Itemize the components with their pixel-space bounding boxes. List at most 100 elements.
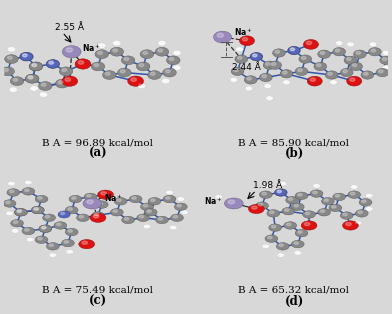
Circle shape bbox=[271, 62, 276, 65]
Text: 2.55 Å: 2.55 Å bbox=[55, 23, 84, 32]
Circle shape bbox=[13, 78, 18, 81]
Circle shape bbox=[140, 50, 154, 59]
Circle shape bbox=[10, 77, 24, 85]
Circle shape bbox=[20, 52, 33, 61]
Text: (b): (b) bbox=[284, 147, 304, 160]
Text: (c): (c) bbox=[89, 295, 107, 308]
Circle shape bbox=[304, 222, 310, 226]
Circle shape bbox=[95, 201, 108, 208]
Circle shape bbox=[25, 189, 29, 192]
Circle shape bbox=[155, 47, 169, 56]
Circle shape bbox=[247, 87, 249, 89]
Circle shape bbox=[158, 41, 166, 46]
Circle shape bbox=[355, 210, 368, 217]
Circle shape bbox=[348, 43, 351, 45]
Circle shape bbox=[25, 74, 39, 83]
Circle shape bbox=[352, 186, 355, 187]
Circle shape bbox=[253, 54, 257, 57]
Circle shape bbox=[2, 72, 4, 74]
Circle shape bbox=[182, 211, 185, 212]
Circle shape bbox=[383, 51, 390, 56]
Circle shape bbox=[167, 191, 170, 192]
Circle shape bbox=[310, 190, 323, 197]
Circle shape bbox=[38, 82, 52, 90]
Circle shape bbox=[147, 210, 151, 213]
Circle shape bbox=[111, 208, 123, 216]
Circle shape bbox=[305, 212, 310, 215]
Circle shape bbox=[214, 31, 232, 43]
Circle shape bbox=[262, 184, 270, 188]
Circle shape bbox=[79, 215, 83, 218]
Circle shape bbox=[8, 181, 15, 186]
Circle shape bbox=[34, 208, 38, 210]
Circle shape bbox=[244, 76, 257, 84]
Circle shape bbox=[371, 49, 376, 52]
Circle shape bbox=[238, 57, 242, 59]
Circle shape bbox=[362, 200, 366, 203]
Circle shape bbox=[28, 76, 33, 79]
Circle shape bbox=[76, 214, 89, 221]
Circle shape bbox=[25, 229, 29, 231]
Circle shape bbox=[173, 65, 181, 70]
Circle shape bbox=[131, 78, 136, 81]
Circle shape bbox=[310, 78, 316, 81]
Circle shape bbox=[98, 202, 102, 205]
Circle shape bbox=[98, 43, 106, 48]
Circle shape bbox=[23, 54, 27, 57]
Circle shape bbox=[13, 230, 16, 231]
Circle shape bbox=[56, 223, 61, 226]
Circle shape bbox=[41, 83, 46, 86]
Circle shape bbox=[4, 68, 8, 72]
Circle shape bbox=[105, 72, 110, 75]
Circle shape bbox=[28, 238, 31, 240]
Circle shape bbox=[280, 182, 283, 184]
Circle shape bbox=[260, 191, 272, 198]
Circle shape bbox=[348, 191, 361, 198]
Circle shape bbox=[269, 224, 281, 231]
Circle shape bbox=[22, 54, 27, 57]
Circle shape bbox=[143, 204, 147, 207]
Circle shape bbox=[303, 40, 318, 49]
Circle shape bbox=[266, 62, 270, 65]
Circle shape bbox=[173, 215, 178, 218]
Circle shape bbox=[160, 41, 162, 43]
Circle shape bbox=[93, 215, 99, 218]
Circle shape bbox=[65, 78, 71, 81]
Circle shape bbox=[279, 244, 283, 246]
Circle shape bbox=[314, 62, 327, 71]
Circle shape bbox=[240, 36, 254, 46]
Circle shape bbox=[336, 41, 343, 46]
Circle shape bbox=[337, 41, 339, 43]
Circle shape bbox=[361, 71, 374, 79]
Circle shape bbox=[301, 221, 317, 230]
Circle shape bbox=[122, 216, 134, 224]
Circle shape bbox=[380, 56, 392, 64]
Text: B A = 96.89 kcal/mol: B A = 96.89 kcal/mol bbox=[42, 138, 154, 147]
Circle shape bbox=[58, 211, 70, 218]
Circle shape bbox=[295, 192, 308, 199]
Circle shape bbox=[103, 71, 116, 79]
Circle shape bbox=[122, 56, 135, 65]
Circle shape bbox=[384, 66, 387, 68]
Circle shape bbox=[28, 76, 33, 79]
Circle shape bbox=[279, 254, 281, 255]
Circle shape bbox=[79, 240, 94, 249]
Circle shape bbox=[332, 205, 336, 208]
Circle shape bbox=[58, 81, 63, 84]
Circle shape bbox=[59, 67, 73, 76]
Circle shape bbox=[49, 253, 56, 257]
Circle shape bbox=[350, 78, 355, 81]
Circle shape bbox=[275, 189, 287, 196]
Circle shape bbox=[15, 208, 27, 216]
Circle shape bbox=[1, 67, 15, 76]
Circle shape bbox=[94, 213, 99, 216]
Circle shape bbox=[228, 200, 235, 204]
Circle shape bbox=[34, 208, 38, 210]
Circle shape bbox=[38, 237, 42, 240]
Circle shape bbox=[354, 50, 366, 58]
Circle shape bbox=[250, 52, 263, 61]
Circle shape bbox=[250, 53, 262, 61]
Circle shape bbox=[344, 56, 357, 64]
Circle shape bbox=[314, 184, 317, 186]
Circle shape bbox=[60, 212, 65, 215]
